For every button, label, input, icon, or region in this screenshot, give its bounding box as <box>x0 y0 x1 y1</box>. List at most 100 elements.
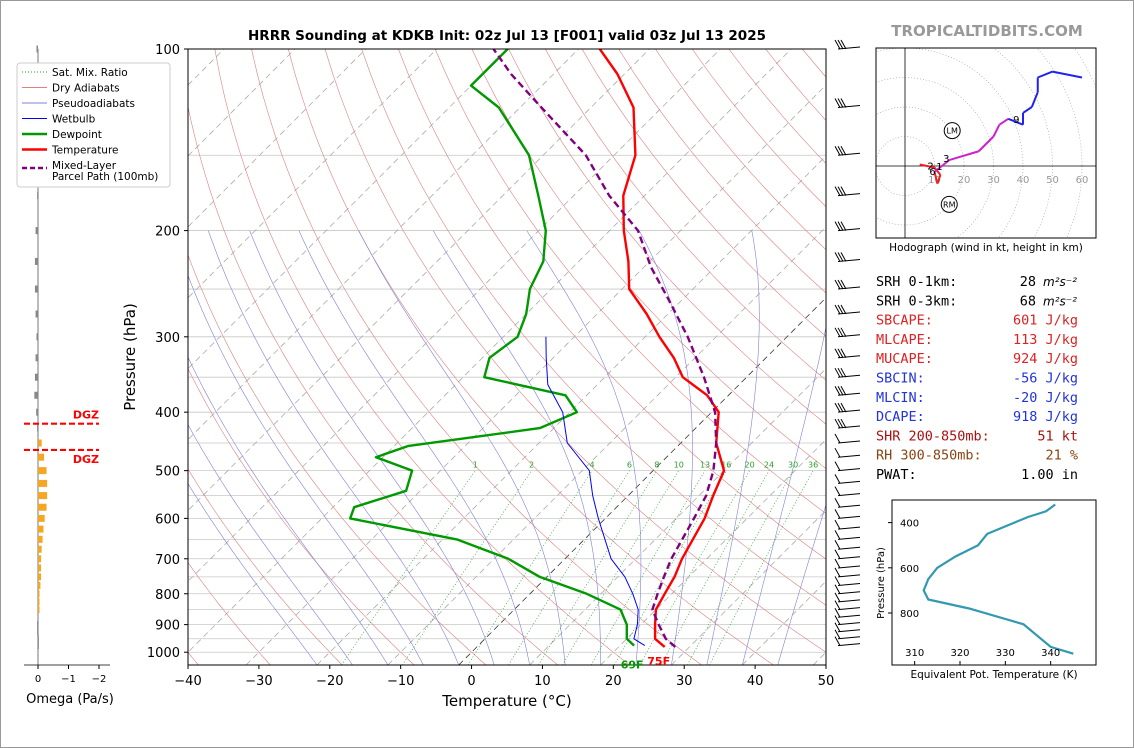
surface-temperature-label: 75F <box>647 655 670 668</box>
x-tick-label: 40 <box>747 674 764 689</box>
index-label: DCAPE: <box>876 409 925 425</box>
dry-adiabat-line <box>545 49 826 381</box>
surface-dewpoint-label: 69F <box>621 659 644 672</box>
isotherm-line <box>188 49 721 582</box>
omega-bar <box>36 408 38 416</box>
wind-barb-shaft <box>837 480 861 484</box>
omega-axis-label: Omega (Pa/s) <box>26 692 114 707</box>
thetae-x-tick-label: 310 <box>905 648 924 659</box>
wind-barb-flag <box>834 607 841 618</box>
wind-barb-flag <box>840 98 847 108</box>
hodo-height-label: 3 <box>943 154 949 165</box>
x-tick-label: 30 <box>676 674 693 689</box>
hodo-height-label: 9 <box>1013 115 1019 126</box>
hodo-ring-label: 40 <box>1017 175 1030 186</box>
hodo-segment <box>992 124 1001 137</box>
omega-bar <box>34 391 38 399</box>
omega-bar <box>34 373 38 381</box>
hodo-segment <box>1052 70 1083 79</box>
storm-motion-marker <box>940 195 958 213</box>
omega-bar <box>35 354 38 362</box>
index-value: 21 % <box>1045 448 1078 464</box>
thetae-x-tick-label: 330 <box>996 648 1015 659</box>
pseudoadiabat-line <box>777 503 826 665</box>
hodo-ring-label: 30 <box>987 175 1000 186</box>
dry-adiabat-line <box>581 49 826 337</box>
wind-barb-flag <box>834 252 841 262</box>
index-value: -20 J/kg <box>1013 390 1078 406</box>
omega-bar <box>38 564 42 572</box>
legend-box <box>16 62 171 188</box>
wind-barb-flag <box>840 279 847 290</box>
omega-bar <box>37 621 39 629</box>
dry-adiabat-line <box>188 468 343 665</box>
wind-barb-flag <box>834 474 841 484</box>
legend-label: Mixed-Layer <box>52 160 117 172</box>
wind-barb-shaft <box>837 409 861 413</box>
omega-bar <box>38 525 44 533</box>
omega-bar <box>38 439 42 447</box>
pseudoadiabat-line <box>742 325 826 665</box>
wind-barb-shaft <box>837 629 861 633</box>
wind-barb-flag <box>834 221 841 231</box>
index-value: 1.00 in <box>1021 467 1078 483</box>
dry-adiabat-line <box>361 49 826 606</box>
dry-adiabat-line <box>508 49 826 425</box>
wind-barb-flag <box>837 221 844 231</box>
hodo-segment <box>998 117 1009 126</box>
hodo-height-label: 2 <box>927 161 933 172</box>
index-label: MUCAPE: <box>876 351 933 367</box>
wind-barb-flag <box>834 540 841 550</box>
thetae-y-axis-label: Pressure (hPa) <box>876 547 887 619</box>
y-tick-label: 600 <box>155 512 180 527</box>
omega-bar <box>38 535 43 543</box>
isotherm-line <box>316 155 826 665</box>
omega-bar <box>38 555 42 563</box>
skewt-legend: Sat. Mix. Ratio Dry Adiabats Pseudoadiabat… <box>16 62 171 188</box>
mixing-ratio-line <box>402 470 532 665</box>
dry-adiabat-line <box>434 49 826 514</box>
dry-adiabat-line <box>188 254 487 665</box>
isotherm-line <box>188 49 438 299</box>
mixing-ratio-line <box>660 470 770 665</box>
legend-label: Parcel Path (100mb) <box>52 171 158 183</box>
y-tick-label: 400 <box>155 406 180 421</box>
index-value: 924 J/kg <box>1013 351 1078 367</box>
legend-label: Dry Adiabats <box>52 83 120 95</box>
x-axis-label: Temperature (°C) <box>441 692 571 710</box>
hodo-ring-label: 50 <box>1046 175 1059 186</box>
pseudoadiabat-line <box>358 230 566 665</box>
wind-barb-shaft <box>837 286 861 290</box>
isotherm-line <box>245 84 826 665</box>
sounding-indices: SRH 0-1km: 28 m²s⁻² SRH 0-3km: 68 m²s⁻² SBCAPE… <box>876 274 1078 483</box>
hodo-segment <box>933 159 950 173</box>
wind-barb-shaft <box>837 546 861 550</box>
wind-barb-shaft <box>837 355 861 359</box>
x-tick-label: −10 <box>387 674 414 689</box>
omega-bar <box>34 257 38 265</box>
wind-barbs <box>834 39 861 647</box>
wind-barb-flag <box>834 519 841 530</box>
omega-tick-label: 0 <box>35 674 41 685</box>
wind-barb-shaft <box>837 392 861 396</box>
wind-barb-flag <box>834 433 841 444</box>
mixing-ratio-line <box>341 470 476 665</box>
y-tick-label: 100 <box>155 43 180 58</box>
hodo-ring-label: 60 <box>1076 175 1089 186</box>
index-label: MLCIN: <box>876 390 925 406</box>
index-unit: m²s⁻² <box>1043 294 1077 308</box>
index-value: 28 <box>1020 274 1036 290</box>
hodo-segment <box>1030 91 1039 108</box>
pseudoadiabat-line <box>188 423 353 665</box>
wind-barb-flag <box>834 629 841 640</box>
hodo-segment <box>919 163 935 169</box>
wind-barb-flag <box>837 145 844 156</box>
mixing-ratio-label: 2 <box>529 461 534 470</box>
series-mixed-layer-parcel-path-100mb- <box>492 49 718 648</box>
dgz-label: DGZ <box>73 453 99 466</box>
wind-barb-flag <box>834 186 841 196</box>
wind-barb-shaft <box>837 643 861 647</box>
